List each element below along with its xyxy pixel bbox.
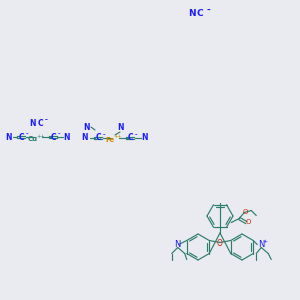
Text: ++: ++: [37, 134, 45, 139]
Text: N: N: [29, 118, 35, 127]
Text: N: N: [141, 134, 147, 142]
Text: ++: ++: [114, 134, 122, 140]
Text: O: O: [246, 220, 251, 226]
Text: N: N: [188, 8, 196, 17]
Text: N: N: [82, 134, 88, 142]
Text: -: -: [45, 117, 47, 123]
Text: N: N: [63, 133, 69, 142]
Text: -: -: [206, 5, 210, 14]
Text: -: -: [58, 131, 60, 136]
Text: C: C: [127, 134, 133, 142]
Text: N: N: [175, 240, 181, 249]
Text: -: -: [26, 131, 28, 136]
Text: O: O: [243, 209, 248, 215]
Text: Cu: Cu: [28, 136, 38, 142]
Text: C: C: [37, 118, 43, 127]
Text: N: N: [83, 122, 89, 131]
Text: C: C: [95, 134, 101, 142]
Text: O: O: [217, 239, 223, 248]
Text: N: N: [5, 133, 11, 142]
Text: C: C: [50, 133, 56, 142]
Text: N: N: [258, 240, 264, 249]
Text: C: C: [18, 133, 24, 142]
Text: N: N: [117, 124, 123, 133]
Text: -: -: [135, 133, 137, 137]
Text: Fe: Fe: [105, 137, 115, 143]
Text: +: +: [262, 239, 268, 244]
Text: C: C: [197, 8, 203, 17]
Text: -: -: [103, 133, 105, 137]
